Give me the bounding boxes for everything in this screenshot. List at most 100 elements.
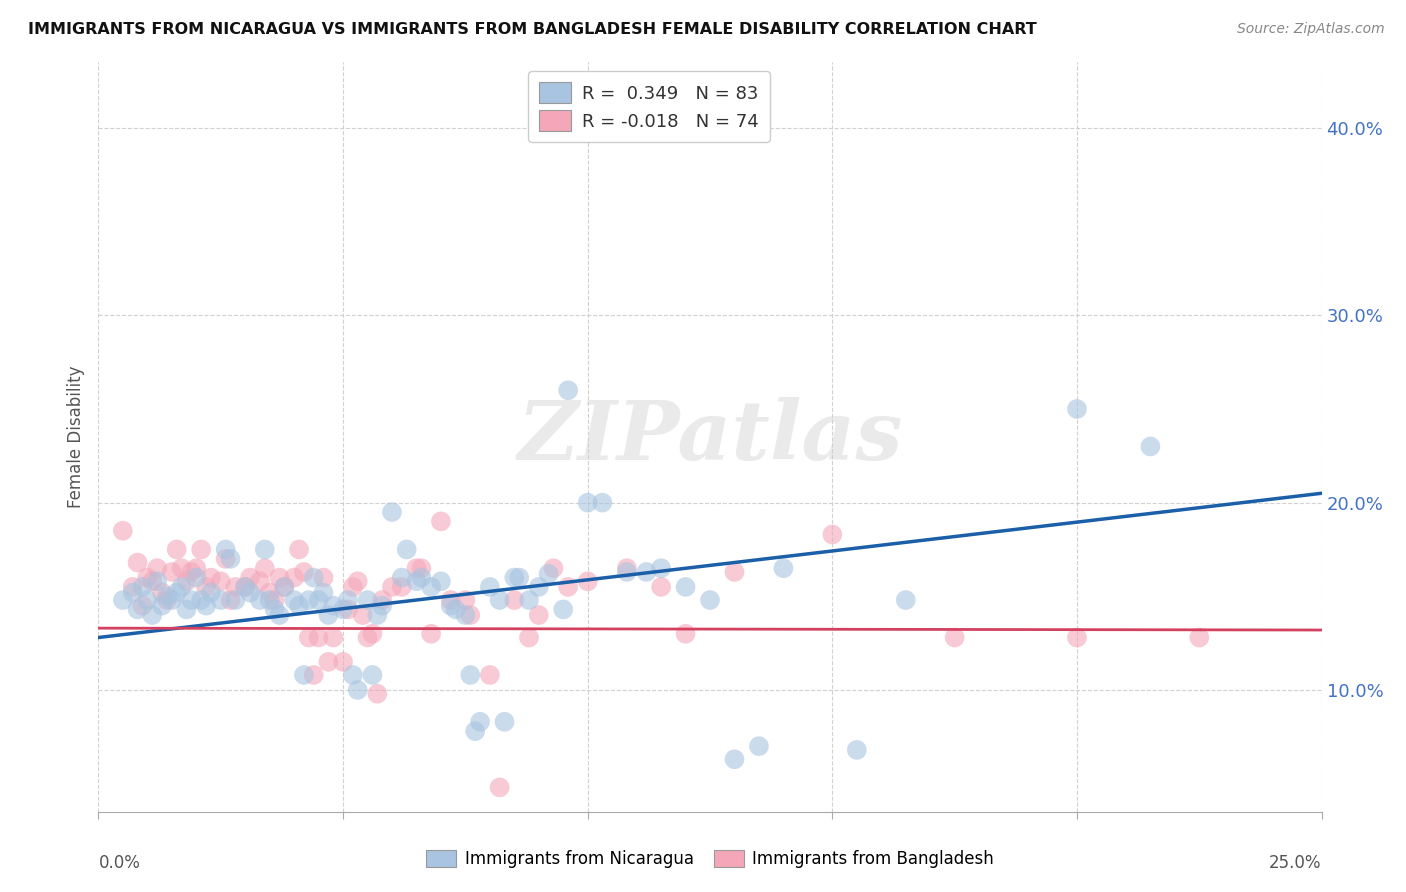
Point (186, 571, 208, 585)
Point (131, 599, 153, 613)
Point (591, 496, 613, 510)
Point (160, 593, 183, 607)
Point (186, 561, 208, 575)
Point (249, 593, 271, 607)
Point (636, 565, 658, 579)
Point (356, 593, 378, 607)
Point (318, 655, 340, 669)
Point (219, 551, 242, 566)
Point (214, 551, 236, 566)
Point (420, 626, 443, 640)
Point (259, 593, 281, 607)
Point (273, 580, 295, 594)
Point (283, 571, 305, 585)
Point (190, 593, 212, 607)
Point (302, 668, 325, 682)
Point (557, 580, 579, 594)
Point (166, 585, 188, 599)
Point (180, 565, 202, 579)
Point (190, 542, 212, 557)
Point (263, 602, 285, 616)
Point (342, 580, 364, 594)
Point (233, 580, 256, 594)
Point (166, 542, 188, 557)
Point (943, 631, 966, 645)
Point (336, 602, 359, 616)
Point (131, 580, 153, 594)
Point (430, 574, 453, 589)
Point (224, 580, 246, 594)
Text: IMMIGRANTS FROM NICARAGUA VS IMMIGRANTS FROM BANGLADESH FEMALE DISABILITY CORREL: IMMIGRANTS FROM NICARAGUA VS IMMIGRANTS … (28, 22, 1036, 37)
Point (308, 593, 330, 607)
Point (318, 608, 340, 623)
Point (298, 631, 321, 645)
Point (391, 580, 413, 594)
Point (170, 580, 193, 594)
Point (200, 571, 222, 585)
Text: 25.0%: 25.0% (1270, 855, 1322, 872)
Point (454, 608, 477, 623)
Point (332, 602, 354, 616)
Point (527, 580, 550, 594)
Point (527, 608, 550, 623)
Point (391, 571, 413, 585)
Point (543, 561, 565, 575)
Point (464, 724, 486, 739)
Point (195, 599, 218, 613)
Point (302, 571, 325, 585)
Point (366, 687, 388, 701)
Point (292, 565, 315, 579)
Point (156, 593, 179, 607)
Point (336, 593, 359, 607)
Point (342, 668, 364, 682)
Point (146, 561, 169, 575)
Point (273, 580, 295, 594)
Point (136, 593, 159, 607)
Point (312, 585, 335, 599)
Point (127, 556, 149, 570)
Point (503, 593, 526, 607)
Point (381, 505, 404, 519)
Point (772, 561, 794, 575)
Point (894, 593, 917, 607)
Point (517, 631, 540, 645)
Point (454, 593, 477, 607)
Point (440, 599, 463, 613)
Point (366, 608, 388, 623)
Point (322, 631, 344, 645)
Point (503, 571, 526, 585)
Point (381, 580, 404, 594)
Text: 0.0%: 0.0% (98, 855, 141, 872)
Point (209, 593, 232, 607)
Point (141, 608, 163, 623)
Point (239, 571, 262, 585)
Point (411, 561, 433, 575)
Point (352, 608, 374, 623)
Point (356, 631, 378, 645)
Point (675, 580, 697, 594)
Point (440, 593, 463, 607)
Point (616, 561, 638, 575)
Point (308, 631, 330, 645)
Point (557, 384, 579, 398)
Point (361, 626, 384, 640)
Point (298, 593, 321, 607)
Point (478, 580, 501, 594)
Point (420, 580, 443, 594)
Point (259, 585, 281, 599)
Point (508, 571, 530, 585)
Point (411, 571, 433, 585)
Point (269, 608, 291, 623)
Point (176, 602, 198, 616)
Point (517, 593, 540, 607)
Point (136, 571, 159, 585)
Point (219, 593, 242, 607)
Point (127, 602, 149, 616)
Point (748, 739, 770, 753)
Point (209, 574, 232, 589)
Point (312, 571, 335, 585)
Point (1066, 631, 1088, 645)
Point (444, 602, 467, 616)
Point (576, 574, 599, 589)
Point (616, 565, 638, 579)
